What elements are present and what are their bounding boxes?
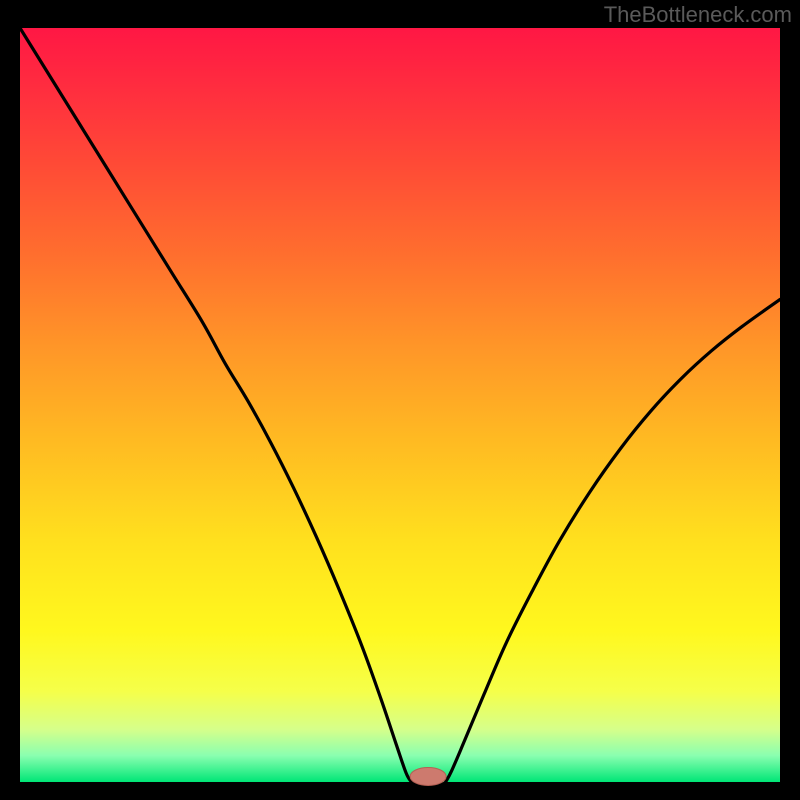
optimal-marker bbox=[410, 767, 446, 785]
chart-canvas bbox=[0, 0, 800, 800]
bottleneck-chart: TheBottleneck.com bbox=[0, 0, 800, 800]
attribution-label: TheBottleneck.com bbox=[604, 2, 792, 28]
plot-background bbox=[20, 28, 780, 782]
